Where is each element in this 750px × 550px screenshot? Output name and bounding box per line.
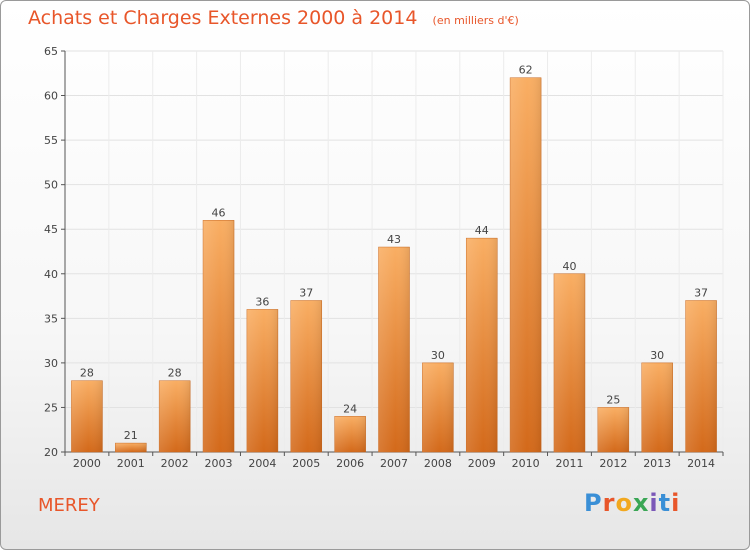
y-tick-label: 30: [44, 357, 58, 370]
bar-shade: [246, 309, 278, 452]
x-tick-label: 2013: [643, 457, 671, 470]
logo-letter: i: [671, 489, 681, 517]
logo-letter: o: [615, 489, 633, 517]
data-label: 37: [299, 287, 313, 300]
x-tick-label: 2010: [512, 457, 540, 470]
x-tick-label: 2004: [248, 457, 276, 470]
x-tick-label: 2000: [73, 457, 101, 470]
y-tick-label: 55: [44, 134, 58, 147]
chart-unit: (en milliers d'€): [432, 14, 519, 27]
logo-letter: x: [632, 489, 650, 517]
logo-letter: r: [602, 489, 616, 517]
bar-shade: [290, 300, 322, 452]
bar-shade: [641, 362, 673, 452]
chart-title-text: Achats et Charges Externes 2000 à 2014: [28, 7, 418, 29]
chart-title: Achats et Charges Externes 2000 à 2014 (…: [28, 7, 519, 29]
logo-letter: P: [584, 489, 603, 517]
x-tick-label: 2002: [161, 457, 189, 470]
grid-lines: [65, 50, 724, 452]
y-tick-label: 50: [44, 179, 58, 192]
y-tick-label: 65: [44, 45, 58, 58]
bar-shade: [71, 380, 103, 452]
y-tick-label: 60: [44, 90, 58, 103]
data-label: 30: [431, 349, 445, 362]
data-label: 37: [694, 287, 708, 300]
data-label: 28: [168, 367, 182, 380]
y-tick-label: 45: [44, 223, 58, 236]
bar-shade: [685, 300, 717, 452]
bar-shade: [422, 362, 454, 452]
data-label: 62: [519, 64, 533, 77]
bar-shade: [159, 380, 191, 452]
data-label: 44: [475, 224, 489, 237]
data-label: 36: [255, 295, 269, 308]
data-label: 40: [562, 260, 576, 273]
data-label: 30: [650, 349, 664, 362]
x-tick-label: 2001: [117, 457, 145, 470]
bar-shade: [510, 77, 542, 452]
data-label: 28: [80, 367, 94, 380]
bar-shade: [334, 416, 366, 452]
x-tick-label: 2008: [424, 457, 452, 470]
proxiti-logo: Proxiti: [584, 489, 680, 517]
bar-shade: [378, 247, 410, 452]
data-label: 43: [387, 233, 401, 246]
logo-letter: i: [649, 489, 659, 517]
x-tick-label: 2006: [336, 457, 364, 470]
bar-shade: [203, 220, 235, 452]
x-tick-label: 2014: [687, 457, 715, 470]
bar-shade: [115, 443, 147, 452]
commune-name: MEREY: [38, 495, 100, 516]
x-tick-label: 2009: [468, 457, 496, 470]
x-tick-label: 2005: [292, 457, 320, 470]
data-label: 46: [212, 206, 226, 219]
data-labels: 28 21 28 46 36 37 24 43 30 44 62 40 25 30 37: [80, 64, 708, 442]
data-label: 25: [606, 393, 620, 406]
x-tick-label: 2012: [599, 457, 627, 470]
bar-shade: [597, 407, 629, 452]
x-tick-label: 2011: [555, 457, 583, 470]
y-tick-label: 20: [44, 446, 58, 459]
y-tick-label: 35: [44, 312, 58, 325]
logo-letter: t: [658, 489, 672, 517]
bar-shade: [553, 273, 585, 452]
data-label: 24: [343, 402, 357, 415]
y-tick-label: 25: [44, 401, 58, 414]
bars: [71, 77, 717, 453]
tick-labels: 20 25 30 35 40 45 50 55 60 65 2000 2001 2002 2003 2004…: [44, 45, 715, 470]
y-tick-label: 40: [44, 268, 58, 281]
x-tick-label: 2007: [380, 457, 408, 470]
x-tick-label: 2003: [205, 457, 233, 470]
bar-shade: [466, 238, 498, 452]
data-label: 21: [124, 429, 138, 442]
